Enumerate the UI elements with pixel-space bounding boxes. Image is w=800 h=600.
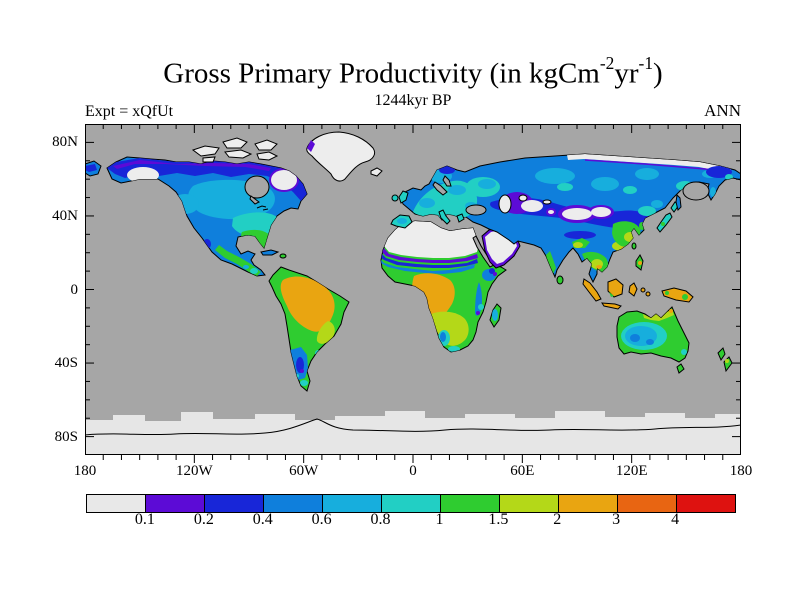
- ireland: [391, 194, 399, 202]
- x-axis-tick-label: 60E: [510, 463, 535, 479]
- greenland: [306, 131, 376, 182]
- y-axis-tick-label: 40N: [52, 207, 78, 224]
- colorbar-tick-label: 1.5: [488, 511, 509, 528]
- black-sea: [465, 204, 487, 216]
- colorbar-segment: [440, 495, 499, 512]
- colorbar-segment: [204, 495, 263, 512]
- java: [601, 302, 622, 310]
- britain: [398, 190, 409, 204]
- hudson-bay: [244, 175, 270, 199]
- sulawesi: [628, 282, 638, 297]
- title-text-3: ): [653, 57, 663, 90]
- colorbar-tick-label: 0.6: [311, 511, 332, 528]
- madagascar: [489, 303, 502, 328]
- great-lakes: [256, 205, 269, 211]
- colorbar-tick-label: 1: [435, 511, 444, 528]
- iceland: [370, 167, 383, 177]
- colorbar-segment: [676, 495, 735, 512]
- plot-title: Gross Primary Productivity (in kgCm-2yr-…: [85, 53, 741, 91]
- colorbar-segment: [499, 495, 558, 512]
- world-map-plot: [85, 124, 741, 463]
- x-axis-tick-label: 180: [729, 463, 753, 479]
- y-axis-tick-label: 0: [70, 281, 79, 298]
- x-axis-tick-label: 0: [409, 463, 417, 479]
- tasmania: [676, 363, 685, 374]
- y-axis-tick-label: 80N: [52, 134, 78, 151]
- colorbar-tick-label: 4: [671, 511, 680, 528]
- y-axis-tick-label: 80S: [54, 428, 78, 445]
- taiwan: [631, 242, 637, 250]
- colorbar-tick-label: 2: [553, 511, 562, 528]
- colorbar-segment: [322, 495, 381, 512]
- experiment-label: Expt = xQfUt: [85, 103, 174, 120]
- caspian-sea: [498, 194, 512, 214]
- colorbar-tick-label: 3: [612, 511, 621, 528]
- y-axis-tick-label: 40S: [54, 355, 78, 372]
- colorbar-segment: [263, 495, 322, 512]
- arctic-islands: [191, 137, 279, 163]
- season-label: ANN: [704, 101, 741, 120]
- x-axis-tick-label: 180: [73, 463, 97, 479]
- continent-africa: [380, 220, 507, 353]
- x-axis-tick-label: 60W: [289, 463, 319, 479]
- sakhalin: [675, 193, 682, 211]
- colorbar: [86, 494, 736, 513]
- colorbar-segment: [558, 495, 617, 512]
- plot-subtitle: 1244kyr BP: [374, 92, 452, 109]
- colorbar-tick-label: 0.4: [252, 511, 273, 528]
- colorbar-segment: [145, 495, 204, 512]
- title-text: Gross Primary Productivity (in kgCm: [163, 57, 600, 90]
- colorbar-tick-label: 0.1: [134, 511, 155, 528]
- baltic-sea: [432, 181, 448, 196]
- hispaniola: [279, 253, 287, 259]
- continent-eurasia: [400, 153, 740, 284]
- title-superscript-1: -2: [599, 53, 615, 74]
- cuba: [260, 249, 280, 256]
- indonesia-islands: [582, 254, 694, 310]
- left-edge-chukotka: [86, 160, 102, 177]
- greece: [456, 213, 465, 223]
- sea-of-okhotsk: [682, 181, 710, 201]
- colorbar-segment: [381, 495, 440, 512]
- lake-balkhash: [542, 199, 552, 205]
- title-text-2: yr: [614, 57, 639, 90]
- title-superscript-2: -1: [638, 53, 654, 74]
- sumatra: [582, 278, 602, 302]
- colorbar-segment: [617, 495, 676, 512]
- borneo: [607, 278, 624, 298]
- x-axis-tick-label: 120E: [615, 463, 648, 479]
- italy: [438, 209, 451, 225]
- axis-ticks: [86, 125, 740, 463]
- colorbar-tick-label: 0.8: [370, 511, 391, 528]
- colorbar-tick-label: 0.2: [193, 511, 214, 528]
- plot-frame: [85, 124, 741, 455]
- colorbar-segment: [87, 495, 145, 512]
- antarctica: [86, 411, 740, 454]
- aral-sea: [518, 194, 528, 202]
- sri-lanka: [556, 275, 564, 285]
- iberia: [390, 214, 413, 229]
- continent-australia: [616, 306, 690, 374]
- x-axis-tick-label: 120W: [175, 463, 213, 479]
